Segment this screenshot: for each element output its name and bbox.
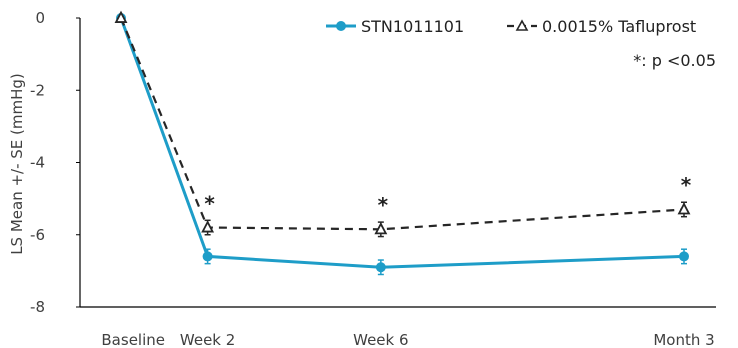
legend-marker-stn1011101 xyxy=(336,21,346,31)
y-axis-label: LS Mean +/- SE (mmHg) xyxy=(8,73,26,255)
data-point xyxy=(202,251,213,262)
x-tick-label: Week 2 xyxy=(180,331,235,348)
data-point xyxy=(375,262,386,273)
y-tick-label: -6 xyxy=(30,226,45,244)
data-point xyxy=(201,220,215,233)
x-tick-label: Baseline xyxy=(101,331,165,348)
y-tick-label: 0 xyxy=(35,9,45,27)
x-tick-label: Week 6 xyxy=(353,331,408,348)
data-point xyxy=(374,221,388,235)
data-point xyxy=(114,10,128,23)
data-point xyxy=(677,202,691,215)
significance-marker: * xyxy=(681,173,692,197)
footnote-text: *: p <0.05 xyxy=(633,51,716,70)
data-point xyxy=(679,251,689,262)
legend-marker-tafluprost xyxy=(515,19,529,31)
significance-marker: * xyxy=(204,191,215,215)
series-line-tafluprost xyxy=(119,17,685,231)
y-tick-label: -2 xyxy=(30,81,45,99)
series-line-stn1011101 xyxy=(119,17,685,269)
significance-marker: * xyxy=(378,193,389,217)
legend-label-tafluprost: 0.0015% Tafluprost xyxy=(542,17,696,36)
y-tick-label: -8 xyxy=(30,298,45,316)
legend-label-stn1011101: STN1011101 xyxy=(361,17,464,36)
x-tick-label: Month 3 xyxy=(653,331,714,348)
y-tick-label: -4 xyxy=(30,154,45,172)
